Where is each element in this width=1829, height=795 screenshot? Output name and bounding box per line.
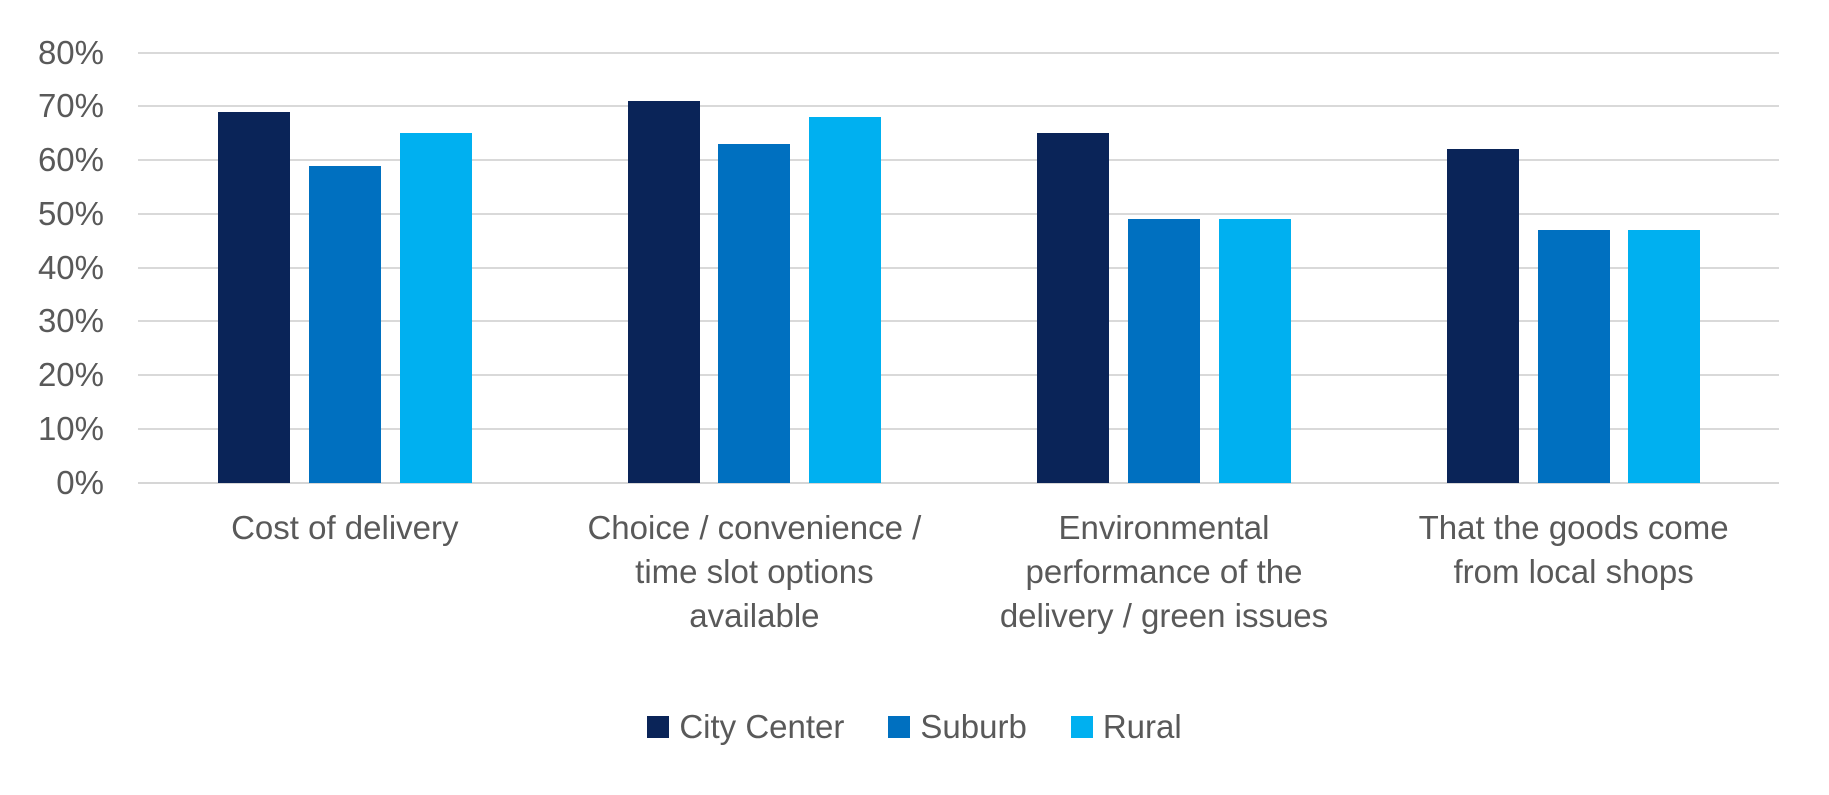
bar-rural-cat1 [399,133,472,483]
gridline-70 [138,105,1779,108]
gridline-30 [138,320,1779,323]
bar-suburb-cat3 [1128,219,1200,483]
gridline-0 [138,481,1779,484]
y-axis-tick-label: 10% [37,409,104,447]
legend-label: City Center [679,708,845,745]
bar-rural-cat3 [1218,219,1291,483]
y-axis-tick-label: 30% [37,302,104,340]
legend-swatch-icon [1070,716,1093,738]
bar-city-center-cat3 [1037,133,1110,483]
gridline-10 [138,427,1779,430]
legend-item-rural: Rural [1070,708,1182,746]
category-label-1: Cost of delivery [231,509,459,546]
bar-city-center-cat1 [218,111,291,483]
bar-city-center-cat4 [1446,149,1519,483]
legend-swatch-icon [888,716,911,738]
legend-swatch-icon [647,716,670,738]
gridline-40 [138,266,1779,269]
y-axis-tick-label: 80% [37,33,104,71]
y-axis-tick-label: 50% [37,194,104,232]
gridline-80 [138,51,1779,54]
bar-suburb-cat4 [1537,230,1610,483]
bar-city-center-cat2 [627,101,700,483]
legend-label: Rural [1102,708,1182,745]
bar-rural-cat2 [809,117,882,483]
category-label-2: Choice / convenience / time slot options a… [587,509,922,634]
gridline-20 [138,374,1779,377]
bar-rural-cat4 [1628,230,1701,483]
y-axis-tick-label: 60% [37,141,104,179]
category-label-3: Environmental performance of the delivery … [999,509,1329,634]
y-axis-tick-label: 0% [56,463,104,501]
category-label-4: That the goods come from local shops [1418,509,1729,590]
gridline-60 [138,159,1779,162]
y-axis-tick-label: 40% [37,248,104,286]
y-axis-tick-label: 20% [37,356,104,394]
y-axis-tick-label: 70% [37,87,104,125]
gridline-50 [138,212,1779,215]
legend-item-suburb: Suburb [888,708,1027,746]
legend-item-city-center: City Center [647,708,844,746]
legend: City Center Suburb Rural [0,708,1829,746]
bar-suburb-cat1 [308,165,381,483]
legend-label: Suburb [920,708,1027,745]
bar-suburb-cat2 [718,144,791,483]
